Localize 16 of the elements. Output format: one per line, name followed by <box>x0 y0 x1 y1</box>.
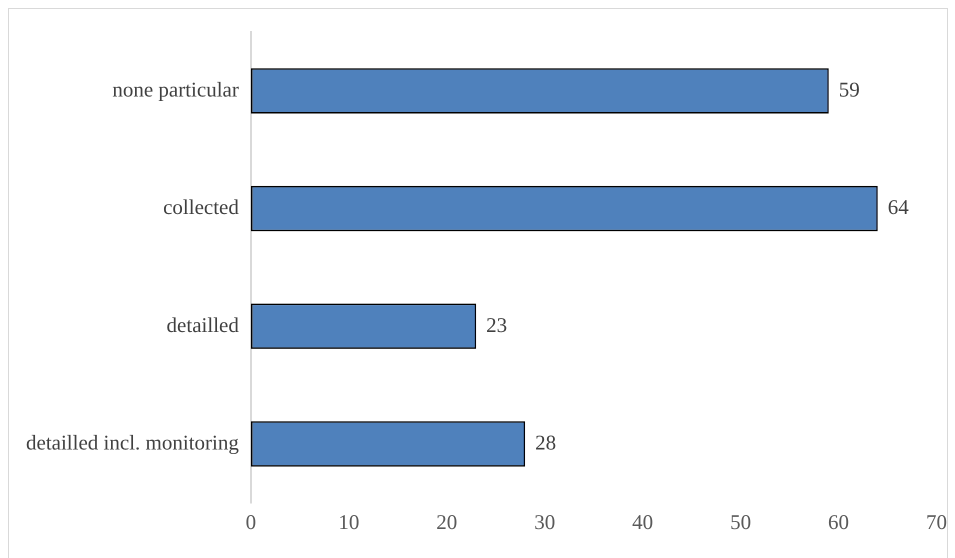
x-tick-label: 50 <box>730 510 752 534</box>
y-tick-label: none particular <box>112 77 239 102</box>
y-tick-label: detailled incl. monitoring <box>26 430 240 454</box>
x-tick-label: 20 <box>436 510 458 534</box>
x-tick-label: 40 <box>632 510 654 534</box>
data-label: 23 <box>486 312 508 337</box>
x-tick-label: 10 <box>338 510 360 534</box>
data-label: 28 <box>535 430 556 454</box>
y-tick-label: collected <box>163 195 240 220</box>
x-tick-label: 70 <box>926 510 947 534</box>
x-tick-label: 30 <box>534 510 556 534</box>
x-tick-label: 0 <box>246 510 256 534</box>
y-tick-label: detailled <box>166 312 240 337</box>
data-label: 64 <box>888 195 910 220</box>
data-label: 59 <box>838 77 860 102</box>
x-tick-label: 60 <box>828 510 850 534</box>
